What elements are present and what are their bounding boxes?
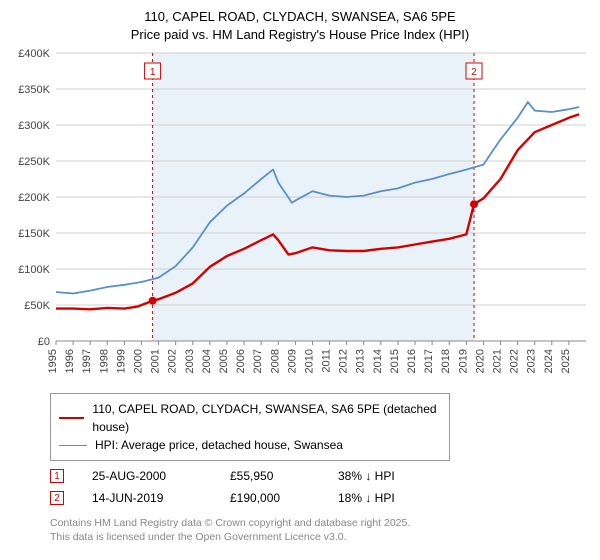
legend-row-price-paid: 110, CAPEL ROAD, CLYDACH, SWANSEA, SA6 5… <box>59 400 441 436</box>
y-tick-label: £0 <box>38 336 50 348</box>
sale-date: 25-AUG-2000 <box>92 469 202 483</box>
title-line-1: 110, CAPEL ROAD, CLYDACH, SWANSEA, SA6 5… <box>144 9 455 24</box>
chart-container: £0 £50K £100K £150K £200K £250K £300K £350K £400… <box>8 47 592 387</box>
x-tick-label: 2007 <box>252 349 264 373</box>
footer-line-1: Contains HM Land Registry data © Crown c… <box>50 517 410 529</box>
footer-attribution: Contains HM Land Registry data © Crown c… <box>50 517 592 544</box>
legend-label-hpi: HPI: Average price, detached house, Swan… <box>95 436 343 454</box>
legend-label-price-paid: 110, CAPEL ROAD, CLYDACH, SWANSEA, SA6 5… <box>92 400 441 436</box>
x-tick-label: 2004 <box>201 349 213 373</box>
sale-price: £190,000 <box>230 491 310 505</box>
x-tick-label: 2001 <box>150 349 162 373</box>
legend-swatch-hpi <box>59 445 87 446</box>
x-tick-label: 2023 <box>526 349 538 373</box>
sales-table-row: 2 14-JUN-2019 £190,000 18% ↓ HPI <box>50 487 592 509</box>
x-tick-label: 2024 <box>543 349 555 373</box>
x-tick-label: 2008 <box>269 349 281 373</box>
y-tick-label: £300K <box>18 120 50 132</box>
sale-marker-icon: 1 <box>50 469 64 483</box>
y-tick-label: £400K <box>18 48 50 60</box>
x-tick-label: 1998 <box>98 349 110 373</box>
x-tick-label: 2014 <box>372 349 384 373</box>
sale-diff: 18% ↓ HPI <box>338 491 395 505</box>
title-line-2: Price paid vs. HM Land Registry's House … <box>131 27 469 42</box>
x-tick-label: 2006 <box>235 349 247 373</box>
y-tick-label: £250K <box>18 156 50 168</box>
x-tick-label: 1996 <box>64 349 76 373</box>
footer-line-2: This data is licensed under the Open Gov… <box>50 531 347 543</box>
x-tick-label: 2018 <box>440 349 452 373</box>
sale-marker-number: 1 <box>150 67 156 78</box>
x-tick-label: 2009 <box>286 349 298 373</box>
y-tick-label: £50K <box>24 300 50 312</box>
x-tick-label: 2012 <box>338 349 350 373</box>
x-tick-label: 2015 <box>389 349 401 373</box>
y-tick-label: £150K <box>18 228 50 240</box>
x-tick-label: 2016 <box>406 349 418 373</box>
x-tick-label: 2020 <box>474 349 486 373</box>
y-tick-label: £100K <box>18 264 50 276</box>
sales-table-row: 1 25-AUG-2000 £55,950 38% ↓ HPI <box>50 465 592 487</box>
x-tick-label: 2019 <box>457 349 469 373</box>
sale-price: £55,950 <box>230 469 310 483</box>
x-tick-label: 2013 <box>355 349 367 373</box>
sale-marker-number: 2 <box>471 67 477 78</box>
y-tick-label: £200K <box>18 192 50 204</box>
y-tick-label: £350K <box>18 84 50 96</box>
legend: 110, CAPEL ROAD, CLYDACH, SWANSEA, SA6 5… <box>50 393 450 461</box>
sale-date: 14-JUN-2019 <box>92 491 202 505</box>
sale-marker-icon: 2 <box>50 491 64 505</box>
x-tick-label: 2025 <box>560 349 572 373</box>
x-tick-label: 2022 <box>509 349 521 373</box>
price-chart: £0 £50K £100K £150K £200K £250K £300K £350K £400… <box>8 47 592 387</box>
legend-swatch-price-paid <box>59 417 84 419</box>
x-tick-label: 2000 <box>132 349 144 373</box>
x-tick-label: 1997 <box>81 349 93 373</box>
x-tick-label: 1995 <box>47 349 59 373</box>
x-tick-label: 2021 <box>492 349 504 373</box>
chart-title: 110, CAPEL ROAD, CLYDACH, SWANSEA, SA6 5… <box>8 8 592 43</box>
x-tick-label: 2005 <box>218 349 230 373</box>
x-tick-label: 2017 <box>423 349 435 373</box>
legend-row-hpi: HPI: Average price, detached house, Swan… <box>59 436 441 454</box>
x-tick-label: 2010 <box>303 349 315 373</box>
sale-diff: 38% ↓ HPI <box>338 469 395 483</box>
x-tick-label: 2002 <box>167 349 179 373</box>
x-tick-label: 2003 <box>184 349 196 373</box>
x-tick-label: 1999 <box>115 349 127 373</box>
x-tick-label: 2011 <box>321 349 333 373</box>
sales-table: 1 25-AUG-2000 £55,950 38% ↓ HPI 2 14-JUN-2019… <box>50 465 592 509</box>
